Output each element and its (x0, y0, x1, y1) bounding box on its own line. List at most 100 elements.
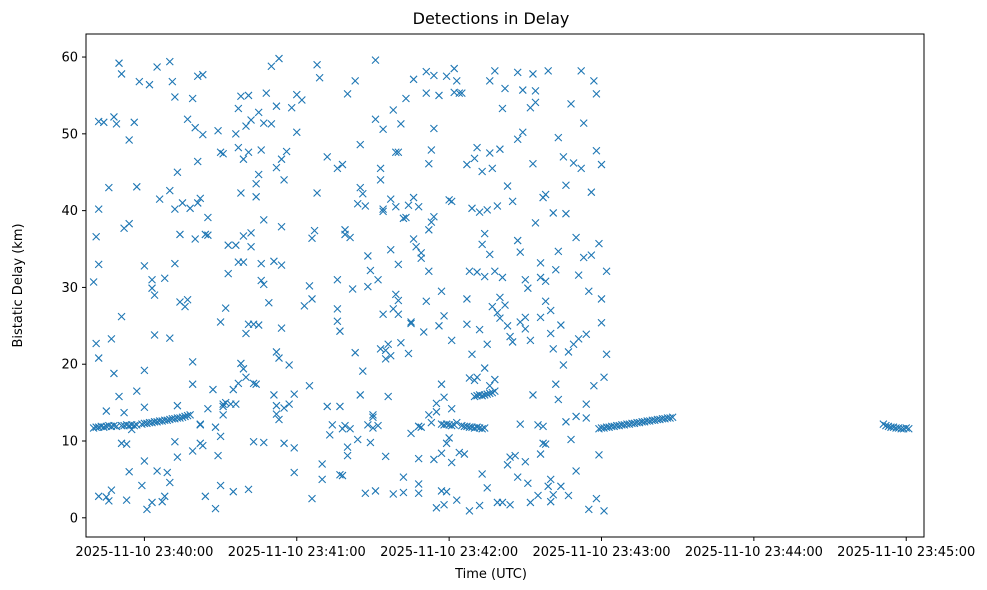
x-tick-label: 2025-11-10 23:41:00 (228, 545, 366, 560)
data-point (99, 118, 108, 127)
data-point (277, 324, 286, 333)
data-point (554, 133, 563, 142)
data-point (272, 410, 281, 419)
data-point (447, 197, 456, 206)
data-point (546, 306, 555, 315)
data-point (430, 71, 438, 80)
data-point (506, 332, 514, 341)
data-point (409, 193, 418, 202)
data-point (595, 450, 603, 459)
data-point (343, 443, 352, 452)
data-point (473, 268, 481, 276)
y-tick-label: 50 (61, 127, 78, 142)
data-point (386, 195, 395, 203)
plot-frame (85, 33, 925, 538)
data-point (140, 403, 149, 412)
data-point (237, 92, 245, 101)
data-point (242, 329, 250, 338)
data-point (445, 434, 454, 442)
data-point (567, 435, 575, 444)
data-point (170, 259, 179, 268)
data-point (216, 432, 225, 441)
data-point (275, 54, 283, 63)
data-point (267, 119, 276, 128)
data-point (442, 439, 451, 448)
data-point (503, 460, 512, 469)
data-point (556, 482, 565, 491)
data-point (165, 186, 174, 195)
data-point (186, 411, 195, 419)
data-point (160, 492, 169, 501)
data-point (404, 201, 413, 210)
data-point (465, 374, 474, 382)
data-point (523, 479, 532, 488)
data-point (463, 320, 471, 329)
data-point (384, 340, 393, 349)
data-point (584, 287, 593, 296)
data-point (582, 414, 591, 422)
data-point (221, 304, 230, 313)
data-point (584, 505, 593, 514)
data-point (363, 252, 372, 260)
data-point (257, 146, 266, 154)
data-point (328, 420, 337, 429)
data-point (478, 240, 487, 249)
data-point (602, 267, 611, 276)
data-point (188, 94, 197, 103)
data-point (483, 483, 492, 492)
data-point (173, 401, 182, 410)
data-point (412, 242, 421, 251)
x-tick-label: 2025-11-10 23:45:00 (837, 545, 975, 560)
data-point (493, 308, 502, 317)
data-point (170, 437, 179, 446)
data-point (470, 154, 479, 163)
data-point (498, 498, 507, 507)
data-point (485, 250, 494, 259)
data-point (259, 119, 268, 127)
data-point (539, 422, 547, 431)
data-point (440, 500, 448, 509)
data-point (389, 490, 398, 498)
data-point (399, 473, 408, 481)
data-point (252, 179, 261, 188)
data-point (371, 487, 380, 495)
data-point (508, 338, 517, 346)
data-point (277, 261, 286, 270)
data-point (341, 225, 349, 234)
data-point (252, 192, 261, 201)
data-point (567, 99, 575, 108)
data-point (483, 205, 492, 214)
data-point (239, 155, 248, 164)
data-point (541, 440, 550, 448)
data-point (338, 160, 347, 169)
data-point (244, 91, 253, 100)
data-point (353, 435, 362, 444)
data-point (176, 230, 184, 239)
data-point (99, 423, 108, 432)
data-point (125, 136, 134, 144)
data-point (353, 199, 362, 208)
data-point (521, 313, 530, 322)
data-point (163, 468, 172, 477)
data-point (478, 391, 487, 400)
data-point (480, 229, 489, 238)
data-point (424, 267, 433, 276)
data-point (318, 460, 327, 468)
data-point (381, 452, 390, 461)
data-point (503, 321, 512, 330)
data-point (178, 199, 187, 207)
data-point (183, 295, 192, 304)
data-point (440, 393, 448, 402)
data-point (140, 366, 149, 375)
data-point (290, 468, 299, 477)
data-point (358, 189, 367, 198)
data-point (551, 265, 560, 274)
data-point (376, 176, 385, 184)
data-point (597, 160, 606, 169)
data-point (435, 91, 443, 100)
data-point (572, 412, 580, 421)
data-point (264, 298, 273, 307)
data-point (470, 392, 479, 401)
data-point (391, 290, 400, 299)
data-point (374, 421, 382, 430)
